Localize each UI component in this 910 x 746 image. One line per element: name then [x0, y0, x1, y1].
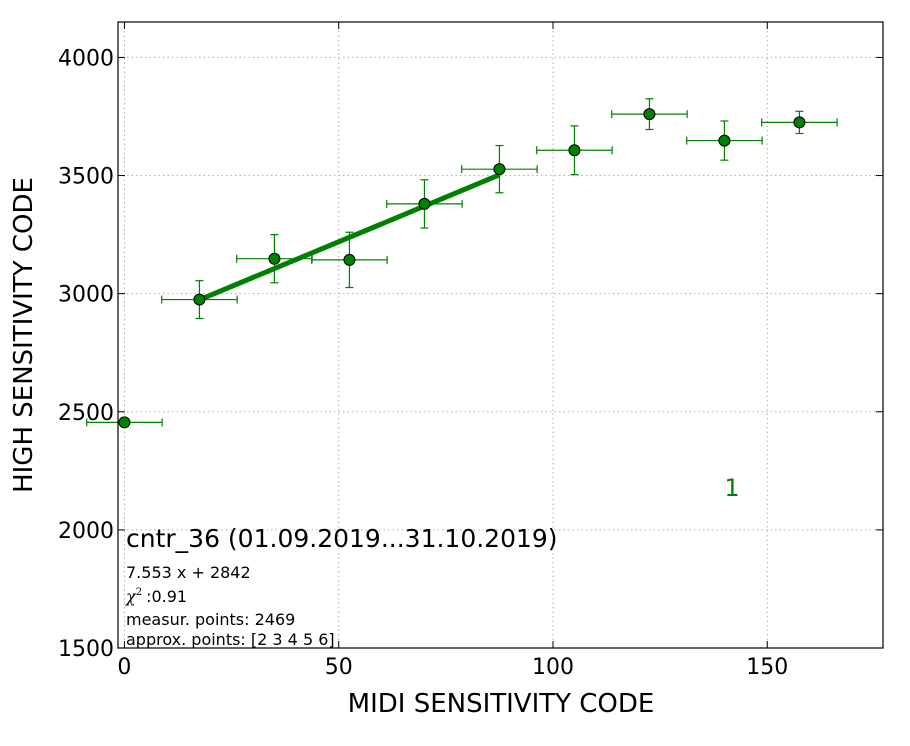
- data-point: [493, 163, 506, 176]
- chi-value: :0.91: [146, 587, 187, 606]
- x-tick-label: 0: [117, 655, 131, 680]
- data-point: [268, 252, 281, 265]
- y-tick-label: 1500: [58, 637, 114, 662]
- data-point: [793, 116, 806, 129]
- annotation-title: cntr_36 (01.09.2019...31.10.2019): [126, 524, 558, 553]
- panel-label: 1: [724, 474, 739, 502]
- y-tick-label: 3500: [58, 165, 114, 190]
- y-tick-label: 2500: [58, 401, 114, 426]
- x-axis-label: MIDI SENSITIVITY CODE: [348, 689, 655, 719]
- y-tick-label: 2000: [58, 519, 114, 544]
- x-tick-label: 50: [325, 655, 353, 680]
- annotation-approx-points: approx. points: [2 3 4 5 6]: [126, 630, 335, 649]
- data-points: [118, 108, 806, 429]
- data-point: [418, 197, 431, 210]
- data-point: [118, 416, 131, 429]
- data-point: [643, 108, 656, 121]
- y-axis-label: HIGH SENSITIVITY CODE: [9, 177, 39, 493]
- y-tick-label: 4000: [58, 46, 114, 71]
- data-point: [343, 253, 356, 266]
- ticks: 0 50 100 150 1500 2000 2500 3000 3500 4000: [58, 22, 883, 680]
- fit-line-group: [198, 172, 501, 303]
- grid: [118, 22, 883, 649]
- x-tick-label: 150: [746, 655, 788, 680]
- annotation-chi: χ2 :0.91: [125, 587, 187, 606]
- data-point: [193, 293, 206, 306]
- data-point: [718, 134, 731, 147]
- fit-line: [198, 172, 501, 303]
- y-tick-label: 3000: [58, 283, 114, 308]
- data-point: [568, 144, 581, 157]
- annotation-equation: 7.553 x + 2842: [126, 563, 251, 582]
- x-tick-label: 100: [532, 655, 574, 680]
- plot-background: [118, 22, 883, 648]
- plot-frame: [117, 21, 884, 649]
- annotation-measur-points: measur. points: 2469: [126, 610, 295, 629]
- chi-symbol: χ: [125, 587, 137, 606]
- chi-power: 2: [136, 587, 142, 598]
